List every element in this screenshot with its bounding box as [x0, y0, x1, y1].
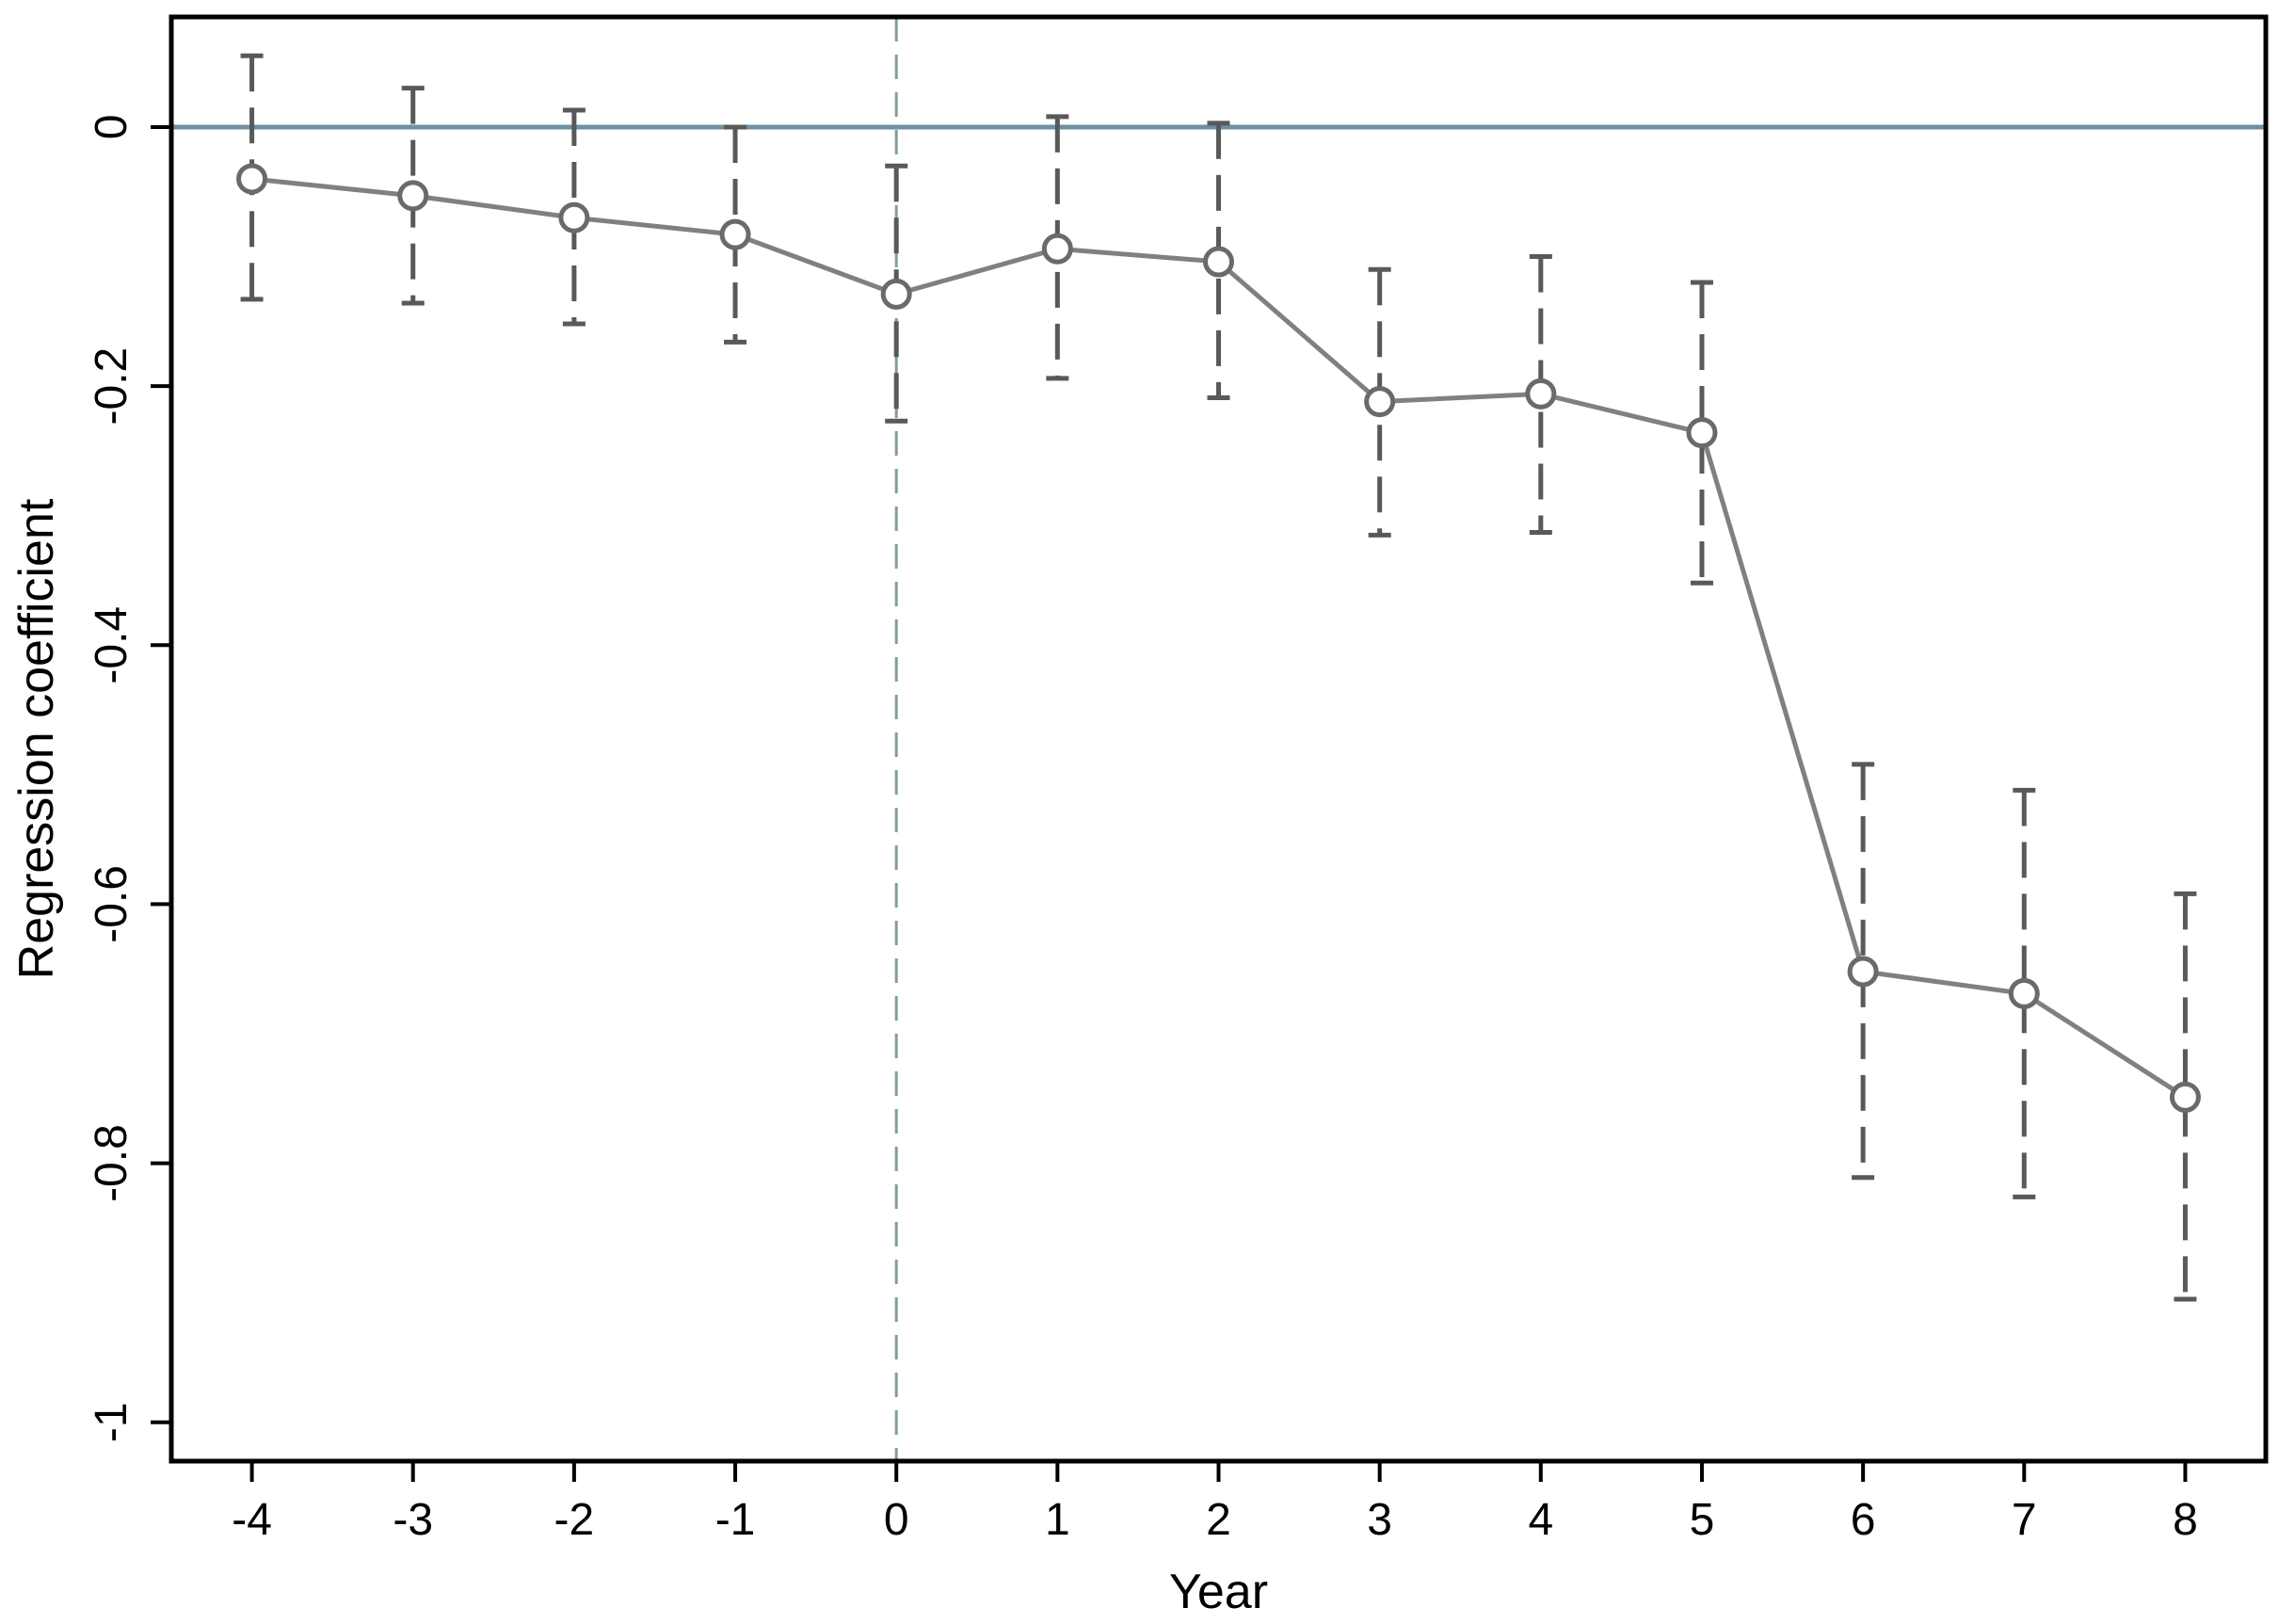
data-point: [1364, 386, 1396, 418]
x-tick-label: 7: [2012, 1495, 2037, 1545]
x-tick-label: 8: [2173, 1495, 2198, 1545]
y-tick-label: 0: [87, 115, 136, 140]
x-tick-label: 2: [1206, 1495, 1231, 1545]
data-point: [1203, 246, 1234, 278]
data-point: [558, 201, 590, 233]
data-point: [236, 163, 268, 195]
x-tick-label: 0: [884, 1495, 909, 1545]
y-axis: 0 -0.2 -0.4 -0.6 -0.8 -1: [87, 115, 171, 1442]
data-point: [1847, 956, 1879, 988]
data-point: [1525, 378, 1557, 410]
error-bar: [1690, 280, 1713, 586]
error-bar: [1852, 762, 1875, 1181]
x-tick-label: -4: [232, 1495, 272, 1545]
x-tick-label: 6: [1851, 1495, 1876, 1545]
x-tick-label: 3: [1367, 1495, 1392, 1545]
data-points: [236, 163, 2201, 1113]
data-point: [1686, 417, 1718, 449]
y-tick-label: -0.2: [87, 347, 136, 426]
x-tick-label: 4: [1528, 1495, 1553, 1545]
data-point: [2169, 1081, 2201, 1113]
error-bar: [2174, 891, 2197, 1302]
x-tick-label: 1: [1045, 1495, 1070, 1545]
x-axis: -4 -3 -2 -1 0 1 2 3 4 5 6 7 8: [232, 1461, 2198, 1545]
data-point: [880, 278, 912, 310]
x-axis-title: Year: [1169, 1565, 1268, 1619]
y-tick-label: -1: [87, 1402, 136, 1442]
data-point: [1041, 233, 1073, 265]
y-tick-label: -0.8: [87, 1124, 136, 1202]
x-tick-label: 5: [1690, 1495, 1715, 1545]
data-point: [2008, 977, 2040, 1009]
data-point: [397, 180, 429, 212]
x-tick-label: -1: [715, 1495, 756, 1545]
error-bar: [2013, 787, 2036, 1199]
data-point: [719, 218, 751, 250]
y-axis-title: Regression coefficient: [9, 498, 64, 979]
x-tick-label: -2: [554, 1495, 595, 1545]
x-tick-label: -3: [393, 1495, 433, 1545]
y-tick-label: -0.4: [87, 606, 136, 684]
y-tick-label: -0.6: [87, 865, 136, 943]
